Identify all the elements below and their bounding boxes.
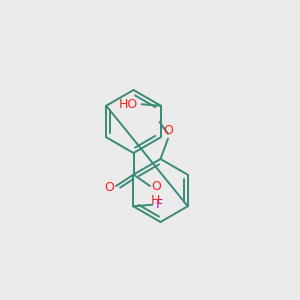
Text: O: O <box>163 124 173 137</box>
Text: O: O <box>104 181 114 194</box>
Text: HO: HO <box>119 98 138 111</box>
Text: F: F <box>155 198 163 211</box>
Text: H: H <box>151 194 160 207</box>
Text: O: O <box>152 179 161 193</box>
